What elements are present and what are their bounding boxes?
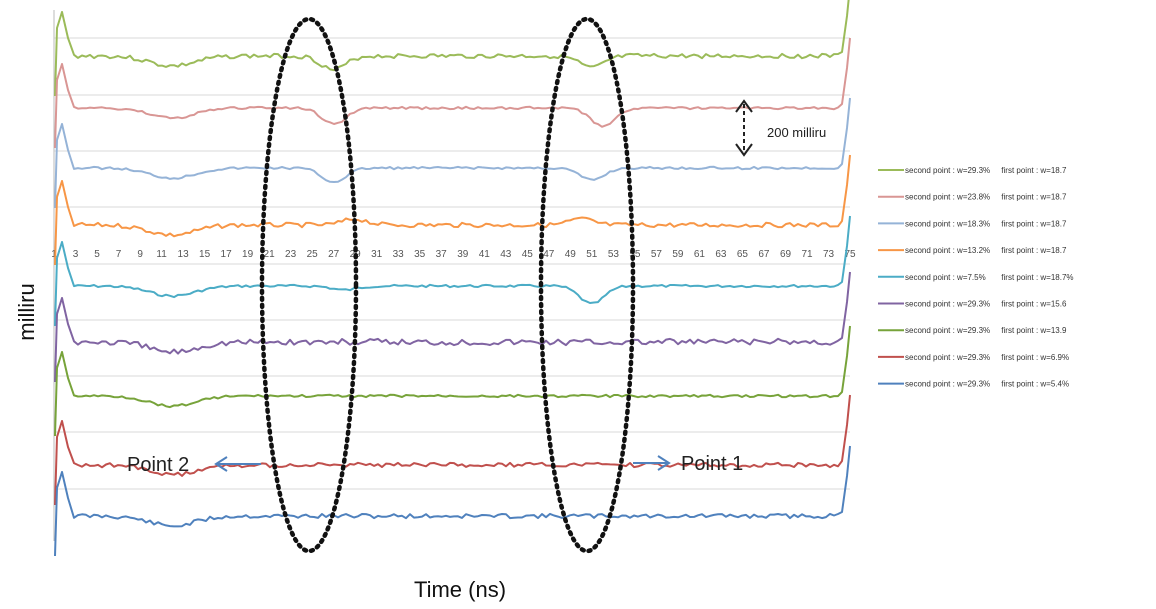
x-tick-label: 37: [436, 249, 448, 260]
series-line: [54, 325, 851, 437]
gridlines: [54, 37, 850, 490]
point-1-label: Point 1: [681, 453, 743, 475]
x-tick-label: 59: [672, 249, 684, 260]
x-tick-label: 35: [414, 249, 426, 260]
legend: second point : w=29.3% first point : w=1…: [878, 166, 1074, 389]
legend-entry: second point : w=29.3% first point : w=5…: [905, 380, 1069, 389]
point-2-annotation: Point 2: [127, 454, 261, 476]
x-tick-label: 75: [844, 249, 856, 260]
scale-bar-label: 200 milliru: [767, 125, 826, 140]
point-1-annotation: Point 1: [633, 453, 743, 475]
series-line: [54, 97, 851, 209]
series-line: [54, 271, 851, 383]
x-tick-label: 67: [758, 249, 770, 260]
x-tick-label: 45: [522, 249, 534, 260]
series-line: [54, 445, 851, 557]
highlight-ellipse-right: [538, 16, 636, 554]
x-tick-label: 49: [565, 249, 577, 260]
x-tick-label: 3: [73, 249, 79, 260]
series-line: [54, 215, 851, 327]
x-tick-label: 51: [586, 249, 598, 260]
legend-entry: second point : w=18.3% first point : w=1…: [905, 219, 1067, 228]
legend-entry: second point : w=29.3% first point : w=1…: [905, 166, 1067, 175]
series-line: [54, 154, 851, 266]
x-tick-label: 41: [479, 249, 491, 260]
x-tick-label: 21: [264, 249, 276, 260]
x-tick-label: 57: [651, 249, 663, 260]
x-tick-label: 11: [156, 249, 167, 260]
x-tick-label: 7: [116, 249, 122, 260]
series-line: [54, 37, 851, 149]
y-axis-title: milliru: [14, 283, 39, 340]
legend-entry: second point : w=7.5% first point : w=18…: [905, 273, 1074, 282]
x-tick-label: 65: [737, 249, 749, 260]
x-tick-labels: 1 3 5 7 9 11 13 15 17 19 21 23 25 27 29 31 33 35 37 39 41 43 4…: [51, 249, 856, 260]
x-tick-label: 17: [221, 249, 233, 260]
x-tick-label: 13: [178, 249, 190, 260]
x-tick-label: 19: [242, 249, 254, 260]
x-tick-label: 61: [694, 249, 706, 260]
x-tick-label: 15: [199, 249, 211, 260]
legend-entry: second point : w=29.3% first point : w=6…: [905, 353, 1069, 362]
x-tick-label: 9: [137, 249, 143, 260]
x-tick-label: 27: [328, 249, 340, 260]
x-tick-label: 43: [500, 249, 512, 260]
x-tick-label: 55: [629, 249, 641, 260]
x-tick-label: 5: [94, 249, 100, 260]
x-tick-label: 23: [285, 249, 297, 260]
x-tick-label: 69: [780, 249, 792, 260]
x-tick-label: 1: [51, 249, 57, 260]
series-lines: [54, 0, 851, 557]
x-tick-label: 47: [543, 249, 555, 260]
x-tick-label: 39: [457, 249, 469, 260]
legend-entry: second point : w=29.3% first point : w=1…: [905, 300, 1067, 309]
x-tick-label: 31: [371, 249, 383, 260]
x-tick-label: 71: [801, 249, 813, 260]
highlight-ellipse-left: [259, 16, 359, 554]
series-line: [54, 0, 850, 97]
x-tick-label: 25: [307, 249, 319, 260]
legend-entry: second point : w=13.2% first point : w=1…: [905, 246, 1067, 255]
x-tick-label: 63: [715, 249, 727, 260]
x-tick-label: 53: [608, 249, 620, 260]
series-line: [54, 394, 851, 506]
point-2-label: Point 2: [127, 454, 189, 476]
x-tick-label: 73: [823, 249, 835, 260]
scale-bar: 200 milliru: [735, 99, 826, 157]
x-axis-title: Time (ns): [414, 577, 506, 602]
x-tick-label: 33: [393, 249, 405, 260]
legend-entry: second point : w=23.8% first point : w=1…: [905, 193, 1067, 202]
legend-entry: second point : w=29.3% first point : w=1…: [905, 326, 1067, 335]
